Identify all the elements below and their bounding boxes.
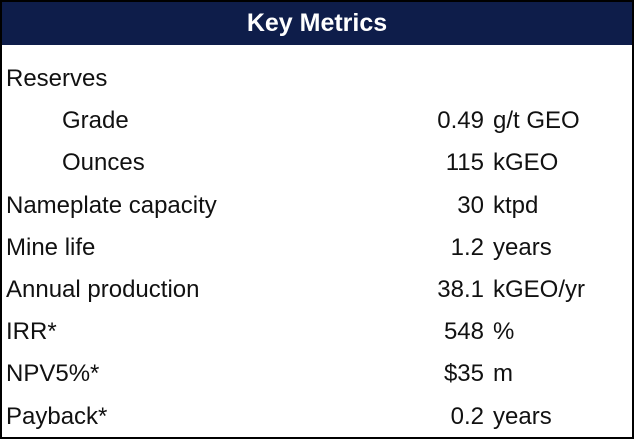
- row-unit: years: [493, 402, 552, 430]
- row-unit: %: [493, 318, 515, 346]
- row-label: Grade: [62, 107, 129, 135]
- row-unit: years: [493, 233, 552, 261]
- row-label: Payback*: [6, 402, 108, 430]
- row-unit: g/t GEO: [493, 107, 580, 135]
- row-value: 30: [457, 191, 484, 219]
- row-value: 548: [443, 318, 484, 346]
- row-label: Annual production: [6, 276, 200, 303]
- row-label: Nameplate capacity: [6, 191, 217, 219]
- row-value: 38.1: [437, 276, 484, 303]
- row-label: NPV5%*: [6, 360, 100, 388]
- row-unit: kGEO/yr: [493, 276, 586, 303]
- row-value: 0.2: [450, 402, 484, 430]
- row-value: 1.2: [450, 233, 484, 261]
- row-label: Ounces: [62, 149, 145, 177]
- row-unit: kGEO: [493, 149, 559, 177]
- row-label: Reserves: [6, 65, 108, 92]
- row-value: $35: [443, 360, 484, 388]
- row-unit: ktpd: [493, 191, 539, 219]
- row-value: 0.49: [437, 107, 484, 135]
- row-label: IRR*: [6, 318, 57, 346]
- row-value: 115: [445, 149, 484, 177]
- row-label: Mine life: [6, 233, 96, 261]
- row-unit: m: [493, 360, 513, 388]
- table-title: Key Metrics: [2, 2, 632, 45]
